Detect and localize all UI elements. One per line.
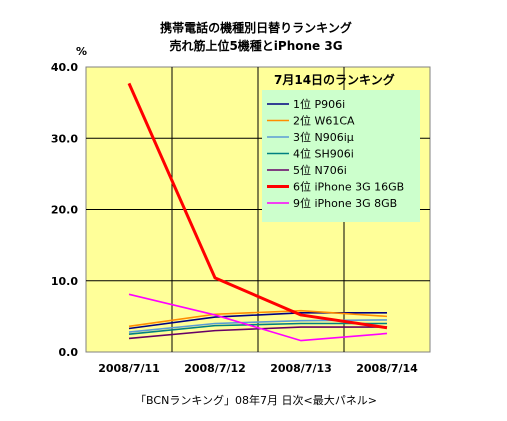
legend-items: 1位 P906i 2位 W61CA 3位 N906iμ 4位 SH906i 5位 N70… (267, 97, 404, 210)
legend-label: 5位 N706i (293, 163, 347, 177)
series-line (128, 309, 388, 328)
chart-source-note: 「BCNランキング」08年7月 日次<最大パネル> (135, 393, 377, 407)
y-axis-label: % (76, 45, 87, 58)
y-tick-label: 20.0 (51, 204, 78, 217)
y-tick-label: 30.0 (51, 132, 78, 145)
chart-title-line-1: 携帯電話の機種別日替りランキング (160, 20, 352, 35)
y-tick-label: 0.0 (59, 346, 79, 359)
data-series (127, 82, 388, 342)
y-tick-label: 40.0 (51, 61, 78, 74)
legend-title: 7月14日のランキング (274, 72, 395, 87)
series-line (127, 82, 388, 330)
legend-label: 3位 N906iμ (293, 130, 354, 144)
legend: 7月14日のランキング 1位 P906i 2位 W61CA 3位 N906iμ 4位 … (262, 72, 420, 222)
series-line (128, 293, 388, 342)
y-tick-label: 10.0 (51, 275, 78, 288)
legend-label: 1位 P906i (293, 97, 345, 111)
legend-box (262, 90, 420, 222)
legend-label: 9位 iPhone 3G 8GB (293, 196, 397, 210)
x-tick-label: 2008/7/12 (184, 362, 246, 375)
y-axis-ticks: 0.0 10.0 20.0 30.0 40.0 (51, 61, 78, 359)
series-line (128, 322, 387, 335)
x-tick-label: 2008/7/13 (270, 362, 332, 375)
x-tick-label: 2008/7/14 (356, 362, 418, 375)
legend-label: 6位 iPhone 3G 16GB (293, 180, 404, 194)
series-line (128, 326, 387, 340)
x-tick-label: 2008/7/11 (98, 362, 160, 375)
legend-label: 2位 W61CA (293, 114, 355, 128)
x-axis-ticks: 2008/7/11 2008/7/12 2008/7/13 2008/7/14 (98, 362, 418, 375)
legend-label: 4位 SH906i (293, 147, 354, 161)
chart-title-line-2: 売れ筋上位5機種とiPhone 3G (169, 38, 342, 53)
